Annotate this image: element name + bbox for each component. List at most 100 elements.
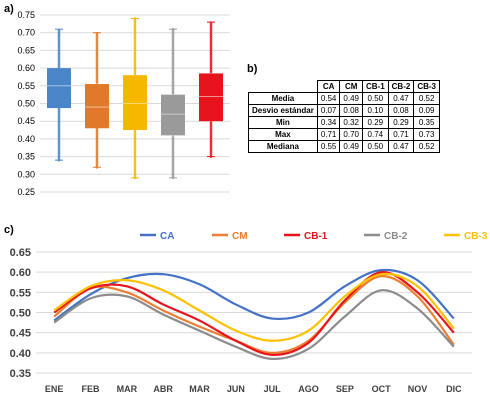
legend-label: CA	[160, 231, 174, 242]
y-tick-label: 0.60	[10, 267, 31, 279]
table-cell: 0.10	[361, 104, 389, 117]
y-tick-label: 0.65	[17, 45, 35, 55]
series-line-cb-3	[53, 272, 455, 342]
table-row: Mediana 0.55 0.49 0.50 0.47 0.52	[248, 140, 440, 153]
table-cell: 0.35	[413, 116, 440, 129]
table-column-header: CB-1	[361, 80, 389, 93]
series-line-cb-2	[53, 289, 455, 360]
table-cell: 0.08	[339, 104, 363, 117]
legend-item-ca: CA	[140, 231, 174, 242]
x-tick-label: ABR	[153, 384, 173, 394]
x-tick-label: MAR	[189, 384, 210, 394]
series-line-ca	[53, 268, 455, 322]
y-tick-label: 0.25	[17, 187, 35, 197]
box-cb-3	[199, 21, 223, 159]
table-cell: 0.70	[339, 128, 363, 141]
x-tick-label: DIC	[446, 384, 462, 394]
table-column-header: CB-2	[387, 80, 415, 93]
table-column-header: CA	[316, 80, 341, 93]
table-row: Desvio estándar 0.07 0.08 0.10 0.08 0.09	[248, 104, 440, 117]
table-cell: 0.52	[413, 140, 440, 153]
y-tick-label: 0.70	[17, 28, 35, 38]
table-row: Media 0.54 0.49 0.50 0.47 0.52	[248, 92, 440, 105]
legend-label: CB-2	[384, 231, 408, 242]
table-corner-cell	[248, 80, 318, 93]
y-tick-label: 0.65	[10, 247, 31, 259]
table-row: Max 0.71 0.70 0.74 0.71 0.73	[248, 128, 440, 141]
stats-table: CA CM CB-1 CB-2 CB-3 Media 0.54 0.49 0.50 0.47 0.…	[248, 80, 440, 153]
table-cell: 0.09	[413, 104, 440, 117]
table-row-label: Min	[248, 116, 318, 129]
legend-item-cb-1: CB-1	[284, 231, 328, 242]
x-tick-label: ENE	[45, 384, 64, 394]
legend-label: CB-1	[304, 231, 328, 242]
table-row-label: Mediana	[248, 140, 318, 153]
y-tick-label: 0.55	[10, 287, 31, 299]
series-line-cb-1	[53, 271, 455, 356]
table-header-row: CA CM CB-1 CB-2 CB-3	[248, 80, 440, 93]
legend-item-cb-2: CB-2	[364, 231, 408, 242]
y-tick-label: 0.45	[10, 328, 31, 340]
x-tick-label: JUN	[227, 384, 245, 394]
y-tick-label: 0.40	[17, 134, 35, 144]
x-tick-label: NOV	[408, 384, 428, 394]
box-cm	[85, 32, 109, 169]
table-cell: 0.29	[361, 116, 389, 129]
box-ca	[47, 28, 71, 162]
table-cell: 0.55	[316, 140, 341, 153]
box-cb-1	[123, 17, 147, 180]
table-cell: 0.49	[339, 92, 363, 105]
table-cell: 0.07	[316, 104, 341, 117]
table-row-label: Desvio estándar	[248, 104, 318, 117]
table-cell: 0.49	[339, 140, 363, 153]
table-column-header: CM	[339, 80, 363, 93]
table-cell: 0.32	[339, 116, 363, 129]
table-cell: 0.71	[387, 128, 415, 141]
panel-label-a: a)	[4, 3, 14, 15]
x-tick-label: OCT	[372, 384, 392, 394]
table-column-header: CB-3	[413, 80, 440, 93]
table-cell: 0.52	[413, 92, 440, 105]
legend-label: CB-3	[464, 231, 488, 242]
table-row-label: Max	[248, 128, 318, 141]
y-tick-label: 0.35	[17, 152, 35, 162]
x-tick-label: SEP	[336, 384, 354, 394]
box-cb-2	[161, 27, 185, 180]
box-body	[85, 84, 109, 129]
legend-label: CM	[232, 231, 248, 242]
y-tick-label: 0.35	[10, 368, 31, 380]
x-tick-label: JUL	[264, 384, 282, 394]
table-cell: 0.71	[316, 128, 341, 141]
table-cell: 0.34	[316, 116, 341, 129]
box-body	[161, 94, 185, 136]
y-tick-label: 0.40	[10, 348, 31, 360]
series-line-cm	[53, 275, 455, 354]
box-plot-chart: 0.25 0.30 0.35 0.40 0.45 0.50 0.55 0.60 0.65 0.70…	[17, 10, 230, 197]
table-cell: 0.50	[361, 140, 389, 153]
x-tick-label: FEB	[82, 384, 101, 394]
panel-label-b: b)	[247, 63, 258, 75]
table-cell: 0.29	[387, 116, 415, 129]
table-cell: 0.74	[361, 128, 389, 141]
legend-item-cm: CM	[212, 231, 248, 242]
table-row-label: Media	[248, 92, 318, 105]
x-tick-label: AGO	[298, 384, 319, 394]
y-tick-label: 0.55	[17, 81, 35, 91]
box-body	[199, 73, 223, 122]
y-tick-label: 0.45	[17, 116, 35, 126]
legend-item-cb-3: CB-3	[444, 231, 488, 242]
table-cell: 0.54	[316, 92, 341, 105]
table-row: Min 0.34 0.32 0.29 0.29 0.35	[248, 116, 440, 129]
table-cell: 0.73	[413, 128, 440, 141]
table-cell: 0.50	[361, 92, 389, 105]
y-tick-label: 0.30	[17, 169, 35, 179]
box-body	[47, 68, 71, 109]
y-tick-label: 0.50	[10, 308, 31, 320]
y-tick-label: 0.60	[17, 63, 35, 73]
table-cell: 0.08	[387, 104, 415, 117]
y-tick-label: 0.75	[17, 10, 35, 20]
panel-label-c: c)	[4, 224, 14, 236]
y-tick-label: 0.50	[17, 99, 35, 109]
box-body	[123, 75, 147, 131]
table-cell: 0.47	[387, 140, 415, 153]
